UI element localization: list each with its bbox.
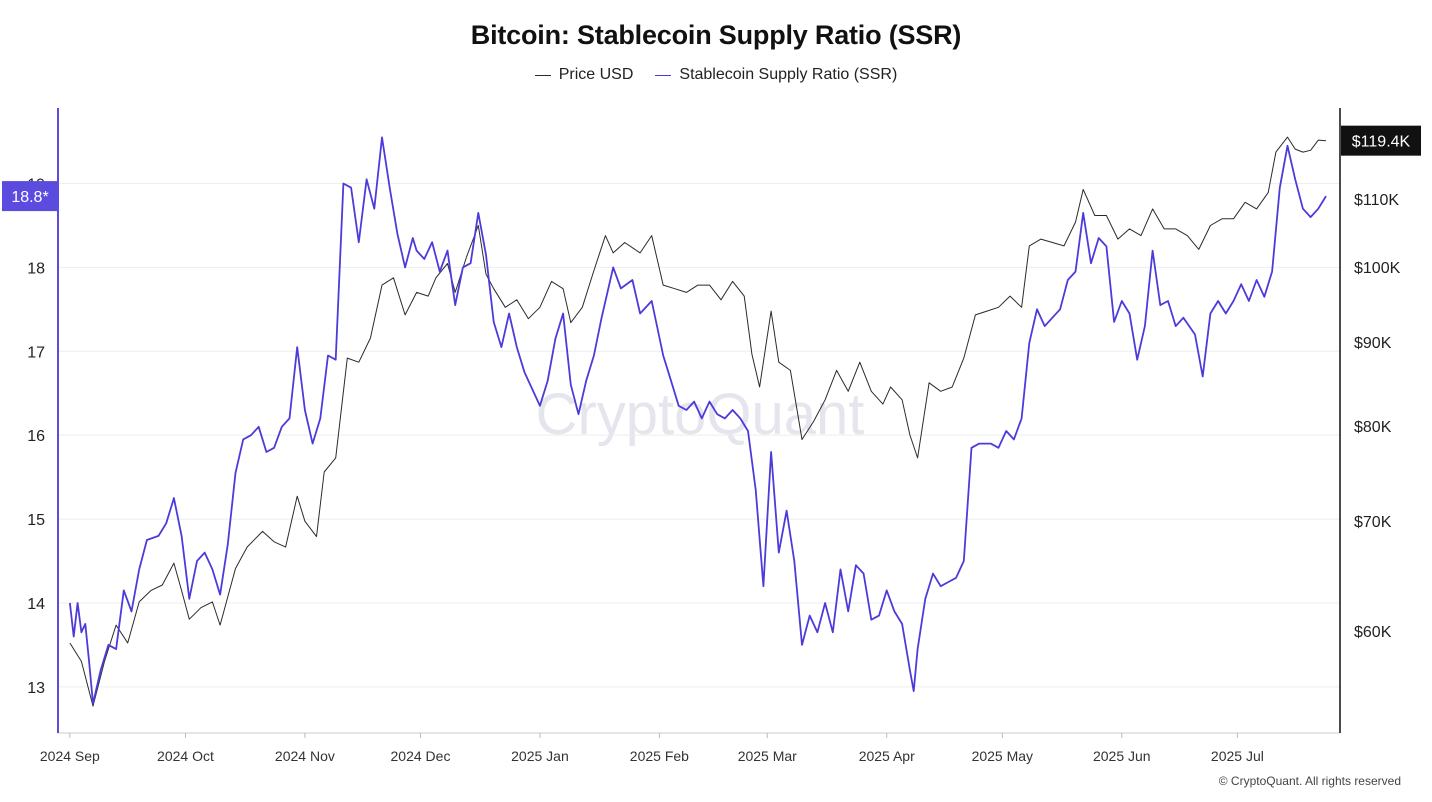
series-line-ssr [69,136,1327,705]
x-tick-label: 2025 Mar [738,748,797,764]
legend-swatch-price [534,74,551,76]
legend: Price USD Stablecoin Supply Ratio (SSR) [0,66,1432,84]
ssr-last-value-label: 18.8* [11,189,48,206]
price-last-value-label: $119.4K [1352,134,1411,151]
legend-swatch-ssr [655,74,672,76]
y-right-tick-label: $60K [1354,624,1392,641]
y-left-tick-label: 15 [27,512,45,529]
x-tick-label: 2025 Jul [1211,748,1264,764]
y-right-tick-label: $80K [1354,419,1392,436]
y-right-tick-label: $70K [1354,514,1392,531]
x-tick-label: 2025 May [972,748,1033,764]
y-right-tick-label: $100K [1354,260,1401,277]
y-left-tick-label: 17 [27,344,45,361]
legend-item-price[interactable]: Price USD [534,66,634,84]
y-left-tick-label: 18 [27,260,45,277]
y-right-tick-label: $110K [1354,192,1399,209]
legend-label-price: Price USD [558,66,634,83]
x-tick-label: 2024 Oct [157,748,214,764]
legend-item-ssr[interactable]: Stablecoin Supply Ratio (SSR) [655,66,897,84]
y-left-tick-label: 13 [27,680,45,697]
x-tick-label: 2024 Nov [275,748,335,764]
copyright-notice: © CryptoQuant. All rights reserved [1218,774,1401,788]
x-tick-label: 2024 Dec [391,748,451,764]
y-left-tick-label: 14 [27,596,45,613]
y-left-tick-label: 16 [27,428,45,445]
ssr-last-value-badge [2,181,58,212]
series-line-price [69,136,1327,707]
x-tick-label: 2025 Jun [1093,748,1151,764]
price-last-value-badge [1341,125,1421,156]
x-tick-label: 2025 Jan [511,748,569,764]
x-tick-label: 2024 Sep [40,748,100,764]
x-tick-label: 2025 Apr [859,748,915,764]
chart-title: Bitcoin: Stablecoin Supply Ratio (SSR) [470,20,962,50]
y-right-tick-label: $90K [1354,335,1392,352]
legend-label-ssr: Stablecoin Supply Ratio (SSR) [679,66,898,83]
x-tick-label: 2025 Feb [630,748,689,764]
